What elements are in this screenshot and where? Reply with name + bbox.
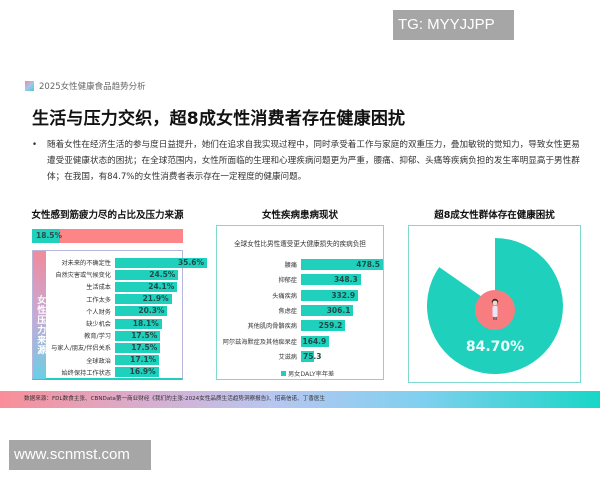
stress-bar: 18.1% [115, 318, 162, 329]
stress-bar-row: 缺少机会 18.1% [47, 318, 162, 329]
watermark-bottom: www.scnmst.com [9, 440, 151, 470]
exhaustion-panel-title: 女性感到筋疲力尽的占比及压力来源 [31, 210, 184, 221]
stress-bar: 20.3% [115, 306, 168, 317]
page-title: 生活与压力交织，超8成女性消费者存在健康困扰 [32, 109, 406, 129]
intro-text: 随着女性在经济生活的参与度日益提升，她们在追求自我实现过程中，同时承受着工作与家… [47, 140, 580, 182]
stress-bar-label: 生活成本 [86, 284, 111, 292]
stress-bar-row: 与家人/朋友/伴侣关系 17.5% [47, 342, 161, 353]
stress-bar-label: 个人财务 [86, 308, 111, 316]
disease-bar-row: 焦虑症 306.1 [219, 304, 354, 316]
stress-bar-row: 生活成本 24.1% [47, 281, 178, 292]
disease-bar: 75.3 [301, 350, 322, 362]
stress-sources-chart: 女性压力来源 对未来的不确定性 35.6% 自然灾害或气候变化 24.5% 生活成本 24… [32, 250, 207, 380]
stress-bar-label: 对未来的不确定性 [61, 260, 112, 267]
disease-bar-label: 腰痛 [284, 262, 297, 269]
tag-gradient-icon [25, 81, 34, 91]
stress-bar: 16.9% [115, 367, 159, 378]
intro-paragraph: • 随着女性在经济生活的参与度日益提升，她们在追求自我实现过程中，同时承受着工作… [32, 137, 587, 185]
stress-bar-label: 工作太多 [86, 296, 111, 304]
stress-bar: 17.5% [115, 330, 161, 341]
report-tag: 2025女性健康食品趋势分析 [25, 80, 146, 92]
watermark-top: TG: MYYJJPP [393, 10, 514, 40]
disease-bar-row: 其他肌肉骨骼疾病 259.2 [219, 320, 346, 332]
disease-bar-row: 腰痛 478.5 [219, 259, 383, 270]
stress-bar-row: 全球政治 17.1% [47, 355, 160, 366]
stress-bar-row: 工作太多 21.9% [47, 294, 172, 305]
stress-bar-row: 自然灾害或气候变化 24.5% [47, 269, 179, 280]
disease-bar-label: 头痛疾病 [272, 292, 297, 300]
disease-bar-row: 艾滋病 75.3 [219, 350, 322, 362]
stress-sources-side-label: 女性压力来源 [33, 251, 46, 379]
stress-bar: 17.5% [115, 342, 161, 353]
stress-bar-row: 对未来的不确定性 35.6% [47, 257, 207, 268]
stress-bar-row: 始终保持工作状态 16.9% [47, 367, 159, 378]
disease-bar-label: 阿尔兹海默症及其他痴呆症 [222, 338, 297, 346]
disease-bar-label: 焦虑症 [278, 307, 297, 315]
pie: 84.70% [425, 236, 565, 376]
stress-bar-row: 个人财务 20.3% [47, 306, 168, 317]
side-label-text: 女性压力来源 [35, 295, 46, 355]
disease-bar-row: 阿尔兹海默症及其他痴呆症 164.9 [219, 335, 330, 347]
disease-bar: 348.3 [301, 274, 361, 286]
exhaustion-summary-bar: 18.5% [32, 229, 183, 243]
disease-bar-row: 头痛疾病 332.9 [219, 289, 359, 301]
disease-bar: 478.5 [301, 259, 383, 270]
disease-panel-title: 女性疾病患病现状 [261, 210, 338, 221]
disease-legend: 男女DALY率年差 [281, 369, 334, 378]
disease-bar: 164.9 [301, 335, 330, 347]
legend-swatch-icon [281, 371, 286, 376]
stress-bar-label: 自然灾害或气候变化 [55, 272, 111, 280]
woman-figure-icon [491, 298, 499, 320]
report-tag-label: 2025女性健康食品趋势分析 [39, 82, 146, 92]
stress-bar: 24.5% [115, 269, 179, 280]
health-pie-value: 84.70% [465, 339, 525, 355]
disease-bar: 306.1 [301, 304, 354, 316]
data-source: 数据来源：FDL数食主张、CBNData第一商业财经《我们的主张-2024女性品… [0, 391, 600, 408]
stress-bar-label: 与家人/朋友/伴侣关系 [51, 345, 111, 353]
exhaustion-summary-fill: 18.5% [32, 229, 62, 243]
woman-avatar [475, 290, 515, 330]
disease-bar: 259.2 [301, 320, 346, 332]
disease-bar-label: 艾滋病 [278, 353, 297, 361]
disease-bar-row: 抑郁症 348.3 [219, 274, 361, 286]
legend-label: 男女DALY率年差 [288, 371, 335, 378]
stress-bar-label: 教育/学习 [84, 333, 111, 341]
stress-bar: 17.1% [115, 355, 160, 366]
health-panel-title: 超8成女性群体存在健康困扰 [434, 210, 555, 221]
stress-bar-label: 全球政治 [86, 357, 111, 365]
disease-chart-subtitle: 全球女性比男性遭受更大健康损失的疾病负担 [234, 240, 366, 248]
stress-bar-label: 缺少机会 [86, 321, 111, 328]
stress-bar: 24.1% [115, 281, 178, 292]
stress-bar: 35.6% [115, 257, 207, 268]
bullet-icon: • [32, 140, 38, 150]
disease-bar-label: 抑郁症 [278, 277, 297, 285]
disease-bar: 332.9 [301, 289, 359, 301]
stress-bar: 21.9% [115, 294, 172, 305]
disease-bar-label: 其他肌肉骨骼疾病 [247, 323, 298, 331]
stress-bar-row: 教育/学习 17.5% [47, 330, 161, 341]
stress-bar-label: 始终保持工作状态 [61, 369, 112, 377]
disease-chart: 全球女性比男性遭受更大健康损失的疾病负担 腰痛 478.5 抑郁症 348.3 头痛疾病… [216, 225, 384, 380]
health-pie-chart: 84.70% [408, 225, 581, 383]
